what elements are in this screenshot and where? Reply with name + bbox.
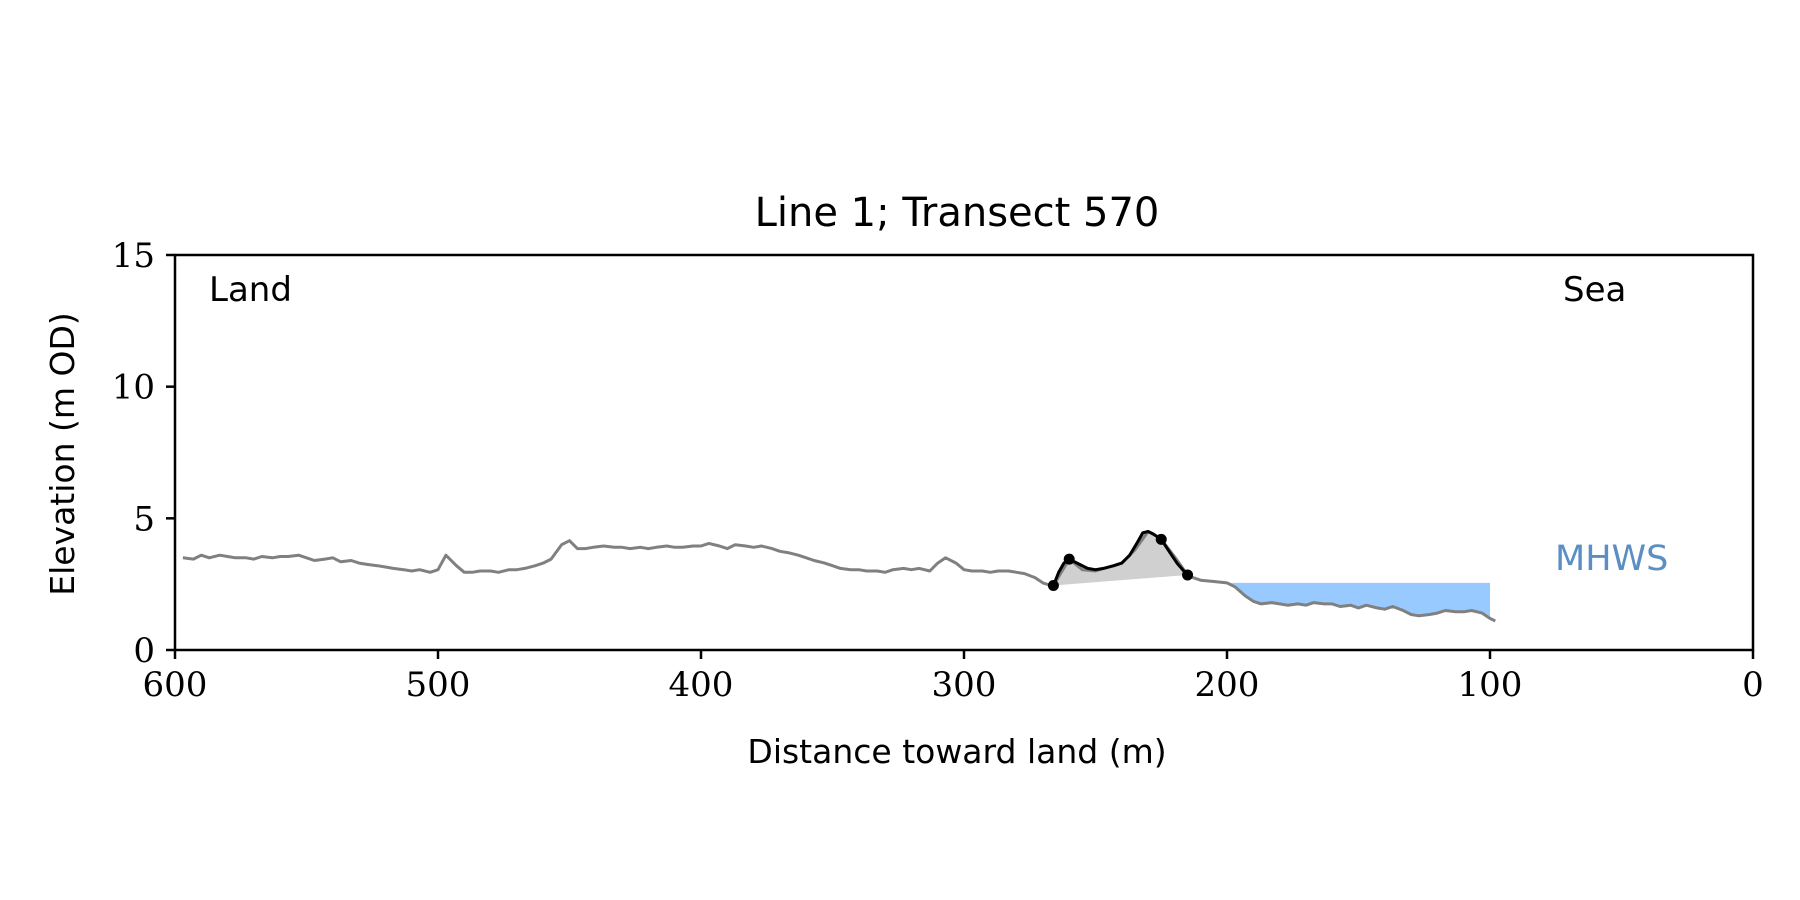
dune-marker-point bbox=[1182, 569, 1194, 581]
land-annotation: Land bbox=[209, 270, 292, 310]
y-tick-label: 15 bbox=[112, 236, 155, 276]
plot-area bbox=[182, 530, 1496, 623]
sea-annotation: Sea bbox=[1563, 270, 1626, 310]
x-tick-label: 100 bbox=[1458, 665, 1523, 705]
y-axis-label: Elevation (m OD) bbox=[43, 312, 82, 596]
chart-title: Line 1; Transect 570 bbox=[755, 190, 1160, 236]
plot-frame bbox=[173, 253, 1755, 652]
dune-marker-point bbox=[1047, 579, 1059, 591]
y-tick-label: 5 bbox=[133, 499, 155, 539]
axes: 600 500 400 300 200 100 0 0 5 10 15 bbox=[112, 236, 1764, 705]
x-tick-label: 200 bbox=[1195, 665, 1260, 705]
x-tick-label: 400 bbox=[669, 665, 734, 705]
dune-volume-area bbox=[1053, 531, 1188, 586]
x-tick-label: 500 bbox=[406, 665, 471, 705]
profile-line bbox=[182, 530, 1496, 623]
dune-marker-point bbox=[1063, 553, 1075, 565]
y-tick-label: 0 bbox=[133, 631, 155, 671]
dune-marker-point bbox=[1155, 533, 1167, 545]
x-tick-label: 0 bbox=[1742, 665, 1764, 705]
x-axis-label: Distance toward land (m) bbox=[747, 732, 1166, 771]
y-tick-label: 10 bbox=[112, 368, 155, 408]
x-tick-label: 600 bbox=[143, 665, 208, 705]
mhws-water-area bbox=[1227, 582, 1490, 619]
mhws-annotation: MHWS bbox=[1555, 539, 1668, 579]
x-tick-label: 300 bbox=[932, 665, 997, 705]
